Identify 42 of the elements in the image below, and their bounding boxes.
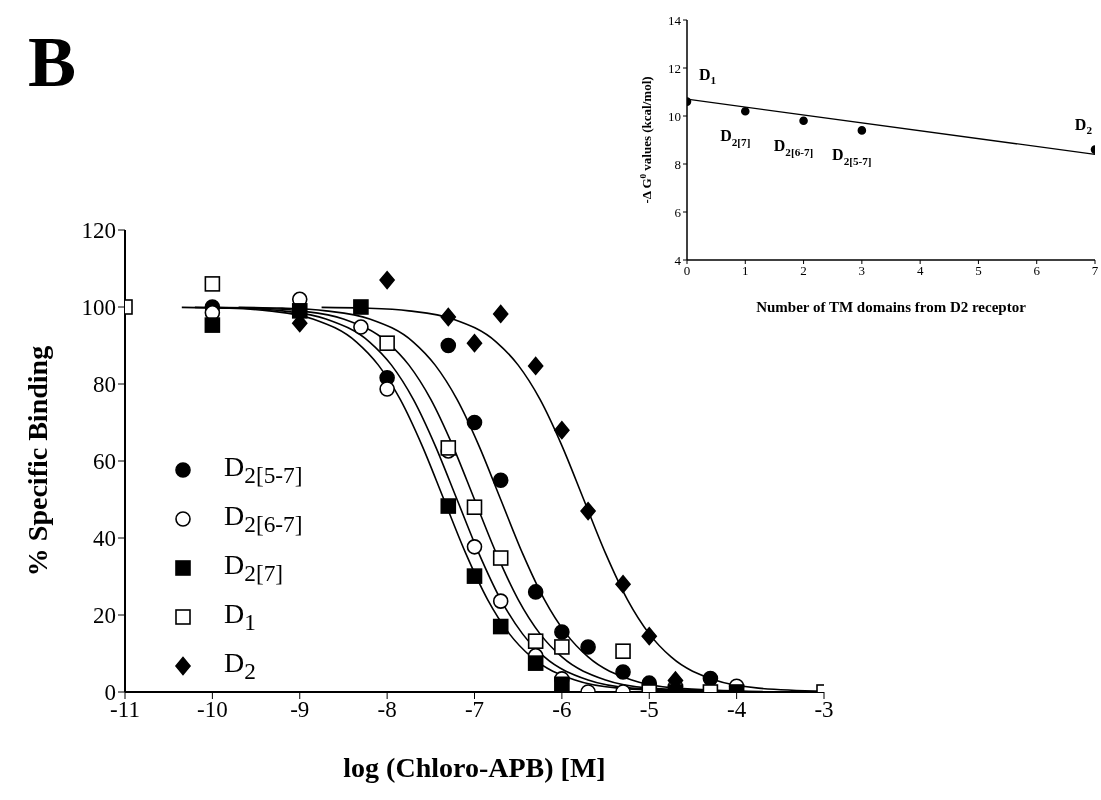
y-tick-label: 12 [668, 60, 681, 76]
annotation: D$_{2[7]}$ [720, 127, 751, 148]
y-tick-label: 100 [81, 295, 116, 321]
y-tick-label: 6 [674, 204, 682, 220]
y-tick-label: 4 [674, 252, 682, 268]
y-tick-label: 0 [104, 680, 116, 706]
y-axis-title: % Specific Binding [22, 345, 53, 577]
x-tick-label: 1 [742, 263, 749, 279]
legend-label: D$_{1}$ [224, 597, 256, 636]
annotation: D$_{1}$ [699, 65, 717, 87]
x-tick-label: -8 [377, 697, 397, 723]
legend-label: D$_{2}$ [224, 646, 256, 685]
x-tick-label: -6 [552, 697, 572, 723]
y-tick-label: 14 [668, 12, 682, 28]
annotation: D$_{2}$ [1074, 115, 1093, 137]
y-tick-label: 8 [674, 156, 681, 172]
x-axis-title: log (Chloro-APB) [M] [343, 752, 606, 783]
x-tick-label: 7 [1091, 263, 1099, 279]
y-tick-label: 80 [93, 372, 116, 398]
x-tick-label: 4 [916, 263, 924, 279]
x-tick-label: 5 [975, 263, 982, 279]
x-tick-label: 2 [800, 263, 807, 279]
x-tick-label: 6 [1033, 263, 1041, 279]
x-tick-label: -4 [727, 697, 747, 723]
x-tick-label: -10 [197, 697, 228, 723]
x-tick-label: -5 [639, 697, 659, 723]
y-tick-label: 120 [81, 218, 116, 244]
y-tick-label: 60 [93, 449, 116, 475]
annotation: D$_{2[6-7]}$ [773, 136, 814, 158]
annotation: D$_{2[5-7]}$ [832, 146, 872, 168]
x-axis-title: Number of TM domains from D2 receptor [756, 299, 1027, 315]
y-tick-label: 40 [93, 526, 116, 552]
x-tick-label: -7 [464, 697, 485, 723]
y-tick-label: 10 [668, 108, 681, 124]
x-tick-label: -3 [814, 697, 834, 723]
chart-title: B [28, 22, 77, 102]
x-tick-label: 3 [858, 263, 866, 279]
legend-label: D$_{2[7]}$ [224, 548, 284, 587]
legend-label: D$_{2[6-7]}$ [224, 499, 303, 538]
y-tick-label: 20 [93, 603, 116, 629]
legend-label: D$_{2[5-7]}$ [224, 450, 303, 489]
x-tick-label: -9 [290, 697, 310, 723]
